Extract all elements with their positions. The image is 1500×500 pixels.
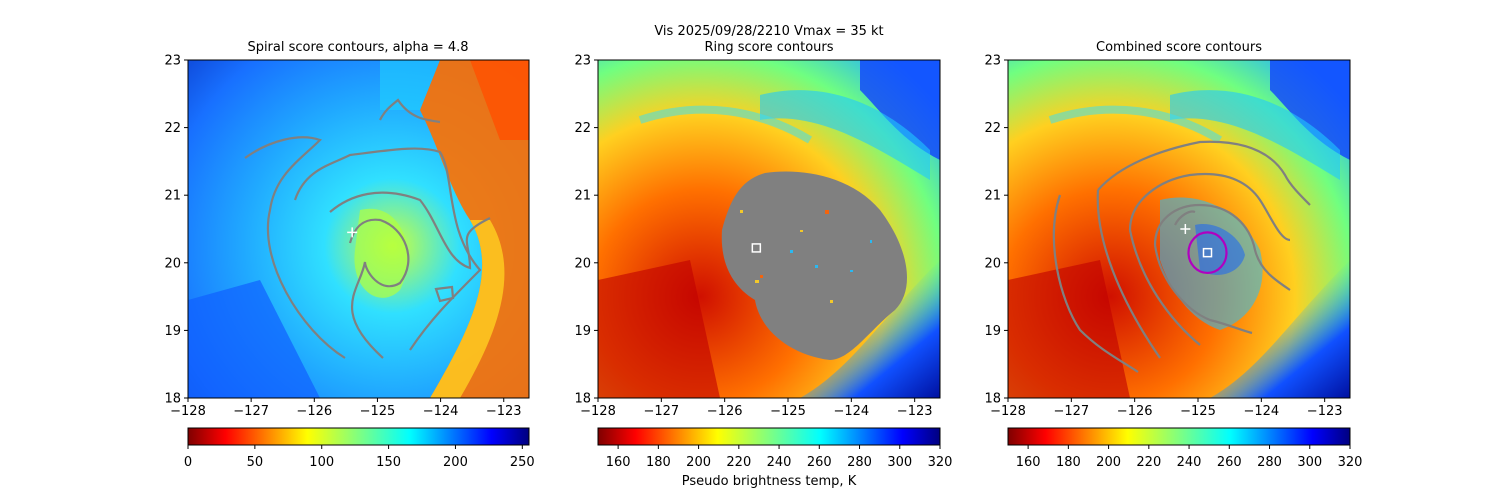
y-tick-label: 23	[574, 54, 591, 69]
colorbar-tick-label: 320	[928, 455, 953, 470]
plot-frame	[1007, 59, 1351, 399]
colorbar-tick-label: 0	[184, 455, 192, 470]
x-tick-label: −127	[1053, 404, 1089, 419]
x-tick-label: −123	[897, 404, 933, 419]
center-plus-marker	[347, 227, 358, 238]
y-tick-label: 22	[164, 121, 181, 136]
x-tick-label: −126	[707, 404, 743, 419]
colorbar	[187, 427, 530, 446]
x-tick-label: −128	[170, 404, 206, 419]
y-tick-label: 20	[574, 256, 591, 271]
colorbar-tick-label: 50	[247, 455, 264, 470]
x-tick-label: −128	[990, 404, 1026, 419]
y-tick-label: 23	[164, 54, 181, 69]
contour-lines	[1052, 140, 1311, 373]
colorbar-tick-label: 200	[1096, 455, 1121, 470]
markers	[1180, 224, 1228, 275]
panel-title: Spiral score contours, alpha = 4.8	[247, 40, 468, 55]
contour-lines	[244, 98, 491, 359]
y-tick-label: 20	[164, 256, 181, 271]
y-tick-label: 19	[164, 324, 181, 339]
plot-frame	[187, 59, 530, 399]
axes: −128 −127 −126 −125 −124 −123 18 19 20 21 22 23	[984, 54, 1342, 420]
panel-title: Ring score contours	[704, 40, 833, 55]
y-tick-label: 21	[984, 189, 1001, 204]
x-tick-label: −126	[1117, 404, 1153, 419]
colorbar-tick-label: 180	[646, 455, 671, 470]
center-square-marker	[1202, 247, 1213, 258]
colorbar-ticks: 160 180 200 220 240 260 280 300 320	[1016, 445, 1363, 470]
x-tick-label: −123	[1307, 404, 1343, 419]
colorbar-tick-label: 240	[1177, 455, 1202, 470]
y-tick-label: 23	[984, 54, 1001, 69]
colorbar-tick-label: 220	[1136, 455, 1161, 470]
panel-spiral: Spiral score contours, alpha = 4.8 −128−…	[164, 40, 534, 470]
x-tick-label: −127	[643, 404, 679, 419]
x-tick-label: −123	[486, 404, 522, 419]
plot-frame	[597, 59, 941, 399]
y-tick-label: 18	[574, 392, 591, 407]
x-tick-label: −125	[360, 404, 396, 419]
x-tick-label: −128	[580, 404, 616, 419]
colorbar-tick-label: 240	[767, 455, 792, 470]
colorbar-tick-label: 300	[887, 455, 912, 470]
colorbar-tick-label: 200	[686, 455, 711, 470]
colorbar-tick-label: 260	[807, 455, 832, 470]
colorbar-tick-label: 300	[1297, 455, 1322, 470]
satellite-image	[1008, 60, 1350, 398]
satellite-image	[188, 60, 529, 398]
colorbar-tick-label: 320	[1338, 455, 1363, 470]
y-tick-label: 19	[574, 324, 591, 339]
y-tick-label: 22	[574, 121, 591, 136]
colorbar-tick-label: 100	[309, 455, 334, 470]
y-tick-label: 18	[164, 392, 181, 407]
y-tick-label: 18	[984, 392, 1001, 407]
colorbar	[597, 427, 941, 446]
x-tick-label: −127	[233, 404, 269, 419]
satellite-image	[598, 60, 940, 398]
colorbar-tick-label: 180	[1056, 455, 1081, 470]
panel-combined: Combined score contours −128 −127 −126 −125…	[984, 40, 1362, 470]
y-tick-label: 21	[574, 189, 591, 204]
colorbar-tick-label: 220	[726, 455, 751, 470]
colorbar	[1007, 427, 1351, 446]
ring-circle-marker	[1187, 231, 1228, 275]
x-tick-label: −124	[1243, 404, 1279, 419]
x-tick-label: −126	[296, 404, 332, 419]
colorbar-tick-label: 160	[1016, 455, 1041, 470]
colorbar-label: Pseudo brightness temp, K	[682, 474, 857, 489]
colorbar-ticks: 160 180 200 220 240 260 280 300 320	[606, 445, 953, 470]
panel-ring: Ring score contours −128 −127 −126 −125 −124	[574, 40, 952, 489]
y-tick-label: 19	[984, 324, 1001, 339]
markers	[347, 227, 358, 238]
x-tick-label: −124	[833, 404, 869, 419]
y-tick-label: 20	[984, 256, 1001, 271]
y-tick-label: 22	[984, 121, 1001, 136]
y-tick-label: 21	[164, 189, 181, 204]
figure-suptitle: Vis 2025/09/28/2210 Vmax = 35 kt	[654, 24, 883, 39]
axes: −128 −127 −126 −125 −124 −123 18 19 20 21 22 23	[574, 54, 932, 420]
x-tick-label: −125	[770, 404, 806, 419]
colorbar-tick-label: 250	[510, 455, 535, 470]
colorbar-tick-label: 260	[1217, 455, 1242, 470]
colorbar-tick-label: 150	[376, 455, 401, 470]
colorbar-ticks: 0 50 100 150 200 250	[184, 445, 535, 470]
colorbar-tick-label: 160	[606, 455, 631, 470]
markers	[751, 243, 762, 253]
center-plus-marker	[1180, 224, 1191, 234]
axes: −128 −127 −126 −125 −124 −123 18 19 20 21 22 23	[164, 54, 521, 420]
colorbar-tick-label: 280	[1257, 455, 1282, 470]
center-square-marker	[751, 243, 762, 253]
colorbar-tick-label: 280	[847, 455, 872, 470]
x-tick-label: −125	[1180, 404, 1216, 419]
colorbar-tick-label: 200	[443, 455, 468, 470]
panel-title: Combined score contours	[1096, 40, 1262, 55]
x-tick-label: −124	[423, 404, 459, 419]
